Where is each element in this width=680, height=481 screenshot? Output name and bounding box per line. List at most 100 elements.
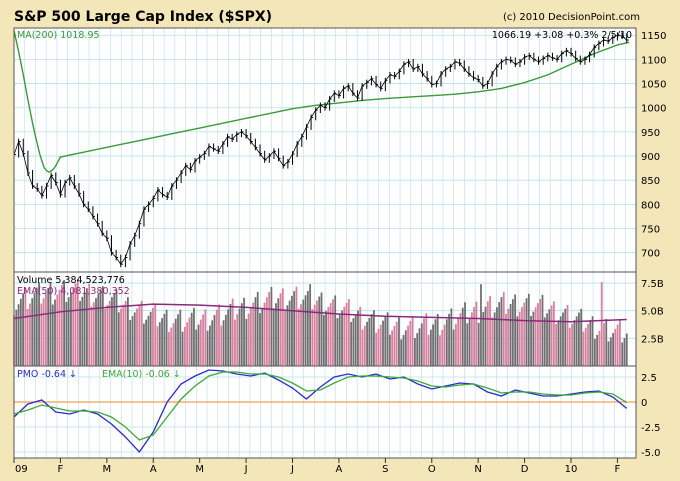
volume-bar (104, 308, 107, 366)
volume-bar (591, 316, 594, 366)
volume-bar (152, 307, 154, 366)
volume-bar (409, 320, 412, 366)
pmo-tick-label: -5.0 (641, 448, 661, 459)
price-tick-label: 1050 (641, 80, 666, 91)
volume-bar (379, 324, 382, 366)
ma200-line (13, 30, 630, 173)
volume-bar (402, 334, 405, 366)
volume-bar (461, 307, 464, 366)
volume-bar (277, 298, 280, 366)
volume-bar (420, 323, 423, 366)
volume-bar (311, 308, 314, 366)
volume-bar (215, 309, 218, 366)
volume-bar (316, 300, 318, 366)
volume-bar (459, 313, 462, 366)
volume-bar (623, 337, 626, 366)
volume-bar (35, 287, 38, 366)
volume-bar (562, 312, 564, 366)
volume-bar (603, 323, 605, 366)
volume-bar (90, 306, 93, 366)
volume-bar (509, 304, 512, 366)
volume-bar (236, 314, 239, 366)
volume-bar (300, 304, 302, 366)
volume-bar (204, 309, 207, 366)
volume-bar (580, 308, 583, 366)
volume-bar (432, 324, 435, 366)
volume-bar (475, 301, 478, 366)
volume-bar (411, 316, 414, 366)
volume-bar (593, 338, 596, 366)
volume-bar (51, 304, 54, 366)
volume-bar (354, 314, 357, 366)
x-tick-label: S (382, 464, 388, 475)
volume-bar (101, 286, 104, 366)
volume-bar (473, 307, 476, 366)
panel-border (13, 365, 637, 459)
x-tick-label: 10 (565, 464, 578, 475)
volume-bar (384, 316, 387, 366)
volume-bar (126, 297, 129, 366)
price-tick-label: 1150 (641, 31, 666, 42)
volume-bar (614, 328, 617, 366)
volume-bar (279, 293, 282, 366)
volume-bar (486, 301, 489, 366)
volume-bar (213, 315, 216, 366)
volume-bar (507, 308, 510, 366)
volume-bar (38, 282, 40, 366)
pmo-ema-line (13, 371, 628, 441)
volume-bar (539, 299, 542, 366)
volume-bar (181, 331, 184, 366)
volume-bar (286, 305, 289, 366)
price-line (13, 34, 627, 265)
volume-bar (377, 328, 380, 366)
volume-bar (56, 294, 59, 366)
pmo-tick-label: 0 (641, 398, 647, 409)
volume-bar (466, 323, 469, 366)
volume-bar (74, 283, 77, 366)
volume-bar (546, 313, 548, 366)
volume-bar (284, 310, 286, 366)
volume-bar (564, 308, 567, 366)
volume-bar (400, 339, 403, 366)
volume-bar (247, 313, 250, 366)
volume-bar (543, 317, 546, 366)
volume-bar (470, 312, 473, 366)
volume-bar (584, 327, 587, 366)
volume-bar (33, 292, 36, 366)
volume-bar (220, 325, 223, 366)
volume-bar (566, 304, 569, 366)
volume-tick-label: 5.0B (641, 307, 664, 318)
volume-bar (218, 304, 220, 366)
volume-bar (612, 333, 614, 366)
copyright-notice: (c) 2010 DecisionPoint.com (502, 12, 640, 23)
volume-bar (190, 312, 193, 366)
volume-bar (115, 289, 118, 366)
volume-bar (587, 323, 589, 366)
volume-bar (72, 288, 75, 366)
volume-bar (88, 284, 91, 366)
volume-bar (341, 310, 343, 366)
volume-bar (211, 320, 214, 366)
volume-bar (318, 296, 321, 366)
volume-bar (40, 303, 43, 366)
volume-bar (147, 315, 150, 366)
volume-bar (541, 294, 544, 366)
x-tick-label: A (336, 464, 343, 475)
volume-bar (578, 312, 580, 366)
volume-bar (24, 287, 27, 366)
volume-bar (414, 338, 416, 366)
volume-bar (131, 316, 134, 366)
volume-bar (26, 309, 29, 366)
volume-bar (70, 292, 72, 366)
volume-bar (209, 325, 211, 366)
volume-bar (197, 324, 200, 366)
volume-bar (47, 288, 50, 366)
volume-bar (270, 286, 273, 366)
volume-bar (552, 301, 555, 366)
volume-bar (140, 300, 143, 366)
volume-bar (281, 288, 284, 366)
chart-title: S&P 500 Large Cap Index ($SPX) (14, 9, 273, 25)
volume-bar (448, 313, 450, 366)
volume-bar (268, 292, 271, 366)
x-tick-label: M (195, 464, 204, 475)
